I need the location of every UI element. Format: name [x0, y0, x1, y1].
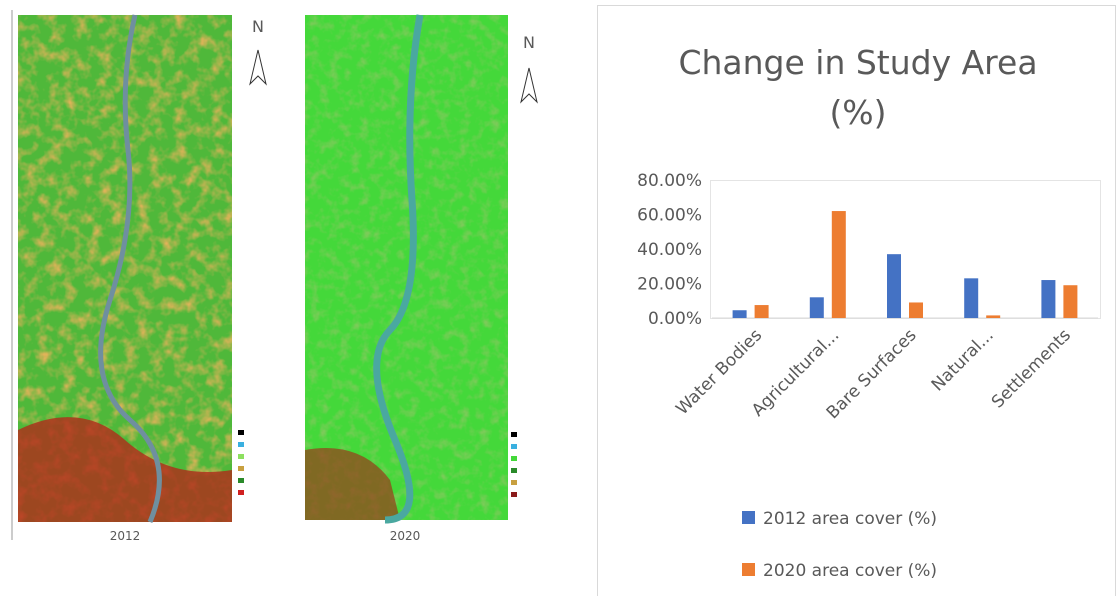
y-tick-label: 0.00%: [648, 309, 702, 329]
map-2012: [18, 15, 278, 522]
bar: [733, 310, 747, 318]
north-label: N: [523, 33, 535, 52]
page: N N 2012 2020 0.00% 20.00% 40.00% 60.00% 80.…: [0, 0, 1117, 596]
legend-swatch: [742, 511, 755, 524]
y-tick-label: 80.00%: [637, 171, 702, 191]
bar: [1063, 285, 1077, 318]
map-2020: [305, 15, 530, 520]
north-arrow: [521, 68, 537, 102]
map-year: 2020: [390, 529, 421, 543]
bar: [810, 297, 824, 318]
y-tick-label: 40.00%: [637, 240, 702, 260]
north-label: N: [252, 17, 264, 36]
chart-title: Change in Study Area (%): [668, 38, 1048, 138]
north-arrow: [250, 50, 266, 84]
bar: [986, 315, 1000, 318]
bar: [887, 254, 901, 318]
y-tick-label: 60.00%: [637, 206, 702, 226]
x-tick-label: Natural...: [928, 325, 998, 395]
legend-swatch: [742, 563, 755, 576]
legend-label: 2012 area cover (%): [763, 509, 937, 529]
bar: [832, 211, 846, 318]
x-tick-label: Settlements: [988, 325, 1075, 412]
y-tick-label: 20.00%: [637, 275, 702, 295]
bar: [1041, 280, 1055, 318]
bar: [755, 305, 769, 318]
bar: [909, 302, 923, 318]
map-year: 2012: [110, 529, 141, 543]
bar: [964, 278, 978, 318]
legend-label: 2020 area cover (%): [763, 561, 937, 581]
